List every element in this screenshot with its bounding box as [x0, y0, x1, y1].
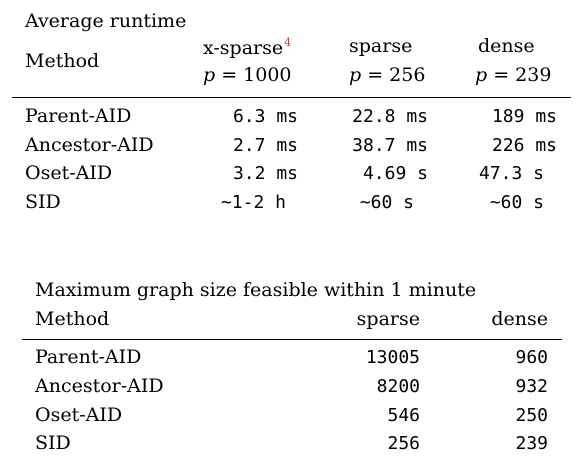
- table1-cell: 3.2 ms: [232, 163, 298, 184]
- table1-row-method: Oset-AID: [25, 162, 113, 184]
- table1-col-dense-header: dense: [478, 35, 535, 57]
- table1-cell: 189 ms: [491, 106, 557, 127]
- table1-cell: 47.3 s: [478, 163, 544, 184]
- table2-cell: 8200: [376, 376, 420, 397]
- table2-header-rule: [22, 339, 562, 340]
- table2-cell: 239: [515, 433, 548, 454]
- table1-col-sparse-header: sparse: [349, 35, 413, 57]
- table2-row-method: Parent-AID: [35, 346, 142, 368]
- table1-method-header: Method: [25, 50, 100, 72]
- table1-cell: ~60 s: [489, 192, 544, 213]
- table2-cell: 932: [515, 376, 548, 397]
- table1-col-x-sparse-p: p = 1000: [203, 64, 292, 86]
- table1-col-x-sparse-header: x-sparse4: [203, 37, 291, 58]
- table2-method-header: Method: [35, 308, 110, 330]
- table2-col-sparse-header: sparse: [356, 308, 420, 330]
- table1-cell: 226 ms: [491, 135, 557, 156]
- table1-header-rule: [12, 97, 571, 98]
- table1-col-dense-p: p = 239: [475, 64, 552, 86]
- table1-col-x-sparse-name: x-sparse: [203, 37, 284, 59]
- table1-cell: ~60 s: [359, 192, 414, 213]
- table1-cell: 2.7 ms: [232, 135, 298, 156]
- table1-row-method: Ancestor-AID: [25, 134, 154, 156]
- table1-cell: 6.3 ms: [232, 106, 298, 127]
- table1-row-method: Parent-AID: [25, 105, 132, 127]
- table2-cell: 13005: [365, 347, 420, 368]
- table1-col-sparse-p: p = 256: [349, 64, 426, 86]
- table2-row-method: Oset-AID: [35, 404, 123, 426]
- table2-cell: 546: [387, 405, 420, 426]
- footnote-marker[interactable]: 4: [284, 36, 292, 49]
- table2-caption: Maximum graph size feasible within 1 min…: [35, 279, 477, 301]
- table1-cell: ~1-2 h: [220, 192, 286, 213]
- table2-col-dense-header: dense: [491, 308, 548, 330]
- table2-cell: 256: [387, 433, 420, 454]
- table1-row-method: SID: [25, 191, 61, 213]
- table1-caption: Average runtime: [25, 10, 187, 32]
- table2-row-method: SID: [35, 432, 71, 454]
- table2-cell: 250: [515, 405, 548, 426]
- table1-cell: 38.7 ms: [352, 135, 428, 156]
- table2-cell: 960: [515, 347, 548, 368]
- table1-cell: 4.69 s: [362, 163, 428, 184]
- table2-row-method: Ancestor-AID: [35, 375, 164, 397]
- table1-cell: 22.8 ms: [352, 106, 428, 127]
